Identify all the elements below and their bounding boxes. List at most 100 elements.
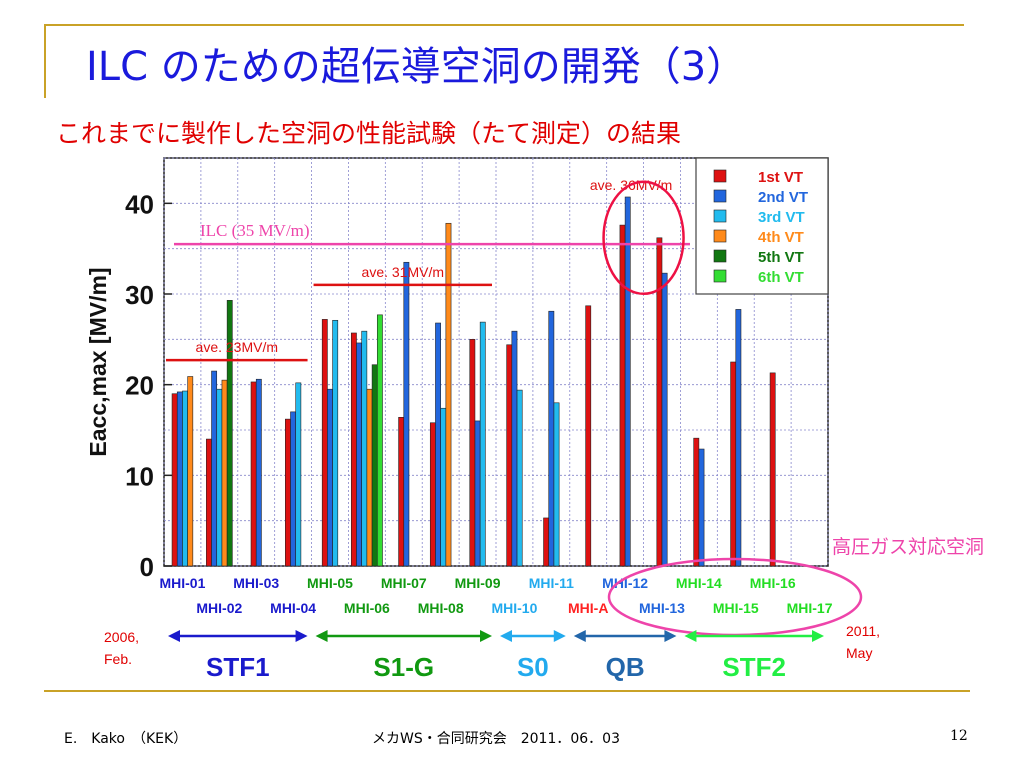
- group-label: STF2: [722, 652, 786, 682]
- bar: [371, 364, 378, 567]
- category-label: MHI-13: [639, 600, 685, 616]
- bar: [361, 330, 368, 567]
- y-tick-label: 20: [125, 371, 154, 401]
- legend-label: 3rd VT: [758, 209, 805, 226]
- legend-label: 5th VT: [758, 249, 804, 266]
- category-label: MHI-11: [529, 575, 574, 591]
- group-arrow-head-right: [480, 630, 492, 642]
- bar: [171, 393, 178, 567]
- category-label: MHI-08: [418, 600, 464, 616]
- bar: [735, 309, 742, 567]
- bar: [506, 344, 513, 567]
- footer-event: メカWS・合同研究会 2011．06．03: [372, 731, 620, 747]
- bar: [295, 382, 302, 567]
- category-label: MHI-06: [344, 600, 390, 616]
- group-arrow-head-left: [168, 630, 180, 642]
- bar: [332, 319, 339, 567]
- category-label: MHI-15: [713, 600, 759, 616]
- category-label: MHI-17: [787, 600, 833, 616]
- bar: [285, 418, 291, 567]
- bar: [769, 372, 776, 567]
- bar: [693, 437, 700, 567]
- bar: [187, 376, 194, 567]
- category-label: MHI-05: [307, 575, 353, 591]
- bar: [211, 370, 218, 567]
- bar: [474, 420, 481, 567]
- bar: [226, 300, 233, 567]
- bar: [661, 272, 668, 567]
- bar: [321, 319, 328, 567]
- category-label: MHI-10: [491, 600, 537, 616]
- legend-label: 6th VT: [758, 269, 804, 286]
- bar: [469, 339, 476, 567]
- bar: [429, 422, 436, 567]
- bar: [698, 448, 705, 567]
- average-label: ave. 23MV/m: [196, 339, 278, 355]
- chart: 0 10 20 30 40 Eacc,max [MV/m] ILC (35 MV/m) ave…: [85, 157, 984, 682]
- group-arrow-head-left: [315, 630, 328, 642]
- y-tick-label: 30: [125, 280, 154, 310]
- bar: [730, 361, 737, 567]
- slide-subtitle: これまでに製作した空洞の性能試験（たて測定）の結果: [56, 119, 682, 148]
- category-label: MHI-03: [233, 575, 279, 591]
- bar: [366, 388, 373, 567]
- bar: [350, 332, 357, 567]
- group-label: QB: [606, 652, 645, 682]
- highlight-ellipse: [602, 180, 685, 296]
- legend-label: 2nd VT: [758, 189, 808, 206]
- bar: [516, 389, 523, 567]
- footer-author: E. Kako （KEK）: [64, 731, 188, 747]
- bar: [398, 417, 405, 567]
- bar: [440, 407, 447, 567]
- bar: [553, 402, 560, 567]
- bar: [176, 391, 183, 567]
- bar: [327, 388, 333, 567]
- bar: [585, 305, 592, 567]
- group-arrow-head-right: [812, 630, 824, 642]
- bar: [445, 222, 452, 567]
- slide-title: ILC のための超伝導空洞の開発（3）: [86, 44, 747, 90]
- legend-swatch: [713, 169, 727, 183]
- footer-rule: [44, 690, 970, 692]
- group-arrow-head-left: [573, 630, 586, 642]
- page-number: 12: [950, 728, 968, 744]
- bar: [403, 261, 410, 567]
- bar: [216, 388, 223, 567]
- bar: [182, 390, 188, 567]
- bar: [619, 224, 626, 567]
- group-arrow-head-left: [500, 630, 512, 642]
- y-tick-label: 40: [125, 189, 154, 219]
- legend-swatch: [713, 249, 727, 263]
- group-arrow-head-right: [295, 630, 308, 642]
- group-label: S1-G: [373, 652, 434, 682]
- bar: [250, 381, 257, 567]
- end-date-note: 2011, May: [846, 623, 880, 661]
- bar: [624, 196, 631, 567]
- legend-swatch: [713, 189, 727, 203]
- category-label: MHI-02: [196, 600, 242, 616]
- y-tick-label: 10: [125, 461, 154, 491]
- category-label: MHI-01: [159, 575, 205, 591]
- bar: [543, 517, 550, 567]
- bar: [511, 330, 518, 567]
- group-arrow-head-right: [664, 630, 677, 642]
- category-label: MHI-A: [568, 600, 608, 616]
- bar: [435, 322, 441, 567]
- high-pressure-label: 高圧ガス対応空洞: [832, 536, 984, 558]
- legend-swatch: [713, 229, 727, 243]
- bar: [221, 379, 228, 567]
- category-label: MHI-07: [381, 575, 427, 591]
- y-tick-label: 0: [140, 552, 154, 582]
- category-label: MHI-14: [676, 575, 722, 591]
- category-label: MHI-09: [455, 575, 501, 591]
- bar: [290, 411, 297, 567]
- bar: [548, 310, 555, 567]
- legend-label: 1st VT: [758, 169, 803, 186]
- legend-swatch: [713, 209, 727, 223]
- start-date-note: 2006, Feb.: [104, 629, 140, 667]
- bar: [479, 321, 486, 567]
- title-rule-top: [44, 24, 964, 26]
- category-label: MHI-04: [270, 600, 316, 616]
- bar: [356, 342, 362, 567]
- group-label: S0: [517, 652, 549, 682]
